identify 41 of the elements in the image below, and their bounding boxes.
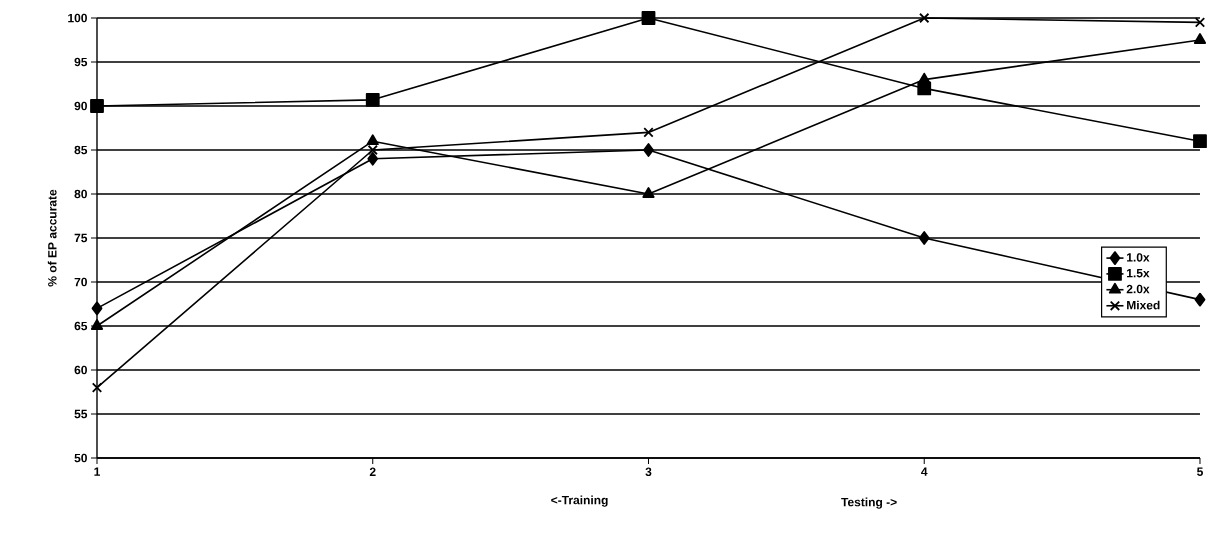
x-tick-label: 4 — [921, 467, 928, 476]
point — [642, 187, 655, 198]
text: Testing -> — [841, 497, 897, 509]
x-tick-label: 1 — [94, 467, 100, 476]
y-tick-label: 95 — [74, 57, 88, 67]
point — [643, 127, 654, 138]
legend-label: 1.0x — [1127, 253, 1150, 262]
point — [918, 231, 930, 245]
point — [90, 99, 104, 113]
point — [91, 382, 103, 393]
point — [91, 301, 103, 316]
point — [641, 11, 656, 25]
point — [1193, 134, 1207, 149]
y-tick-label: 60 — [74, 365, 87, 375]
point — [1194, 17, 1206, 28]
y-tick-label: 50 — [74, 453, 87, 463]
x-tick-label: 5 — [1197, 467, 1203, 476]
y-tick-label: 90 — [74, 101, 87, 111]
y-tick-label: 70 — [74, 277, 87, 287]
point — [1193, 33, 1207, 44]
point — [919, 12, 930, 24]
y-tick-label: 55 — [74, 409, 88, 419]
legend-label: 2.0x — [1126, 284, 1150, 294]
point — [367, 151, 379, 166]
x-axis-title: <-Training — [551, 495, 608, 507]
point — [1194, 292, 1206, 307]
point — [643, 143, 654, 157]
x-tick-label: 2 — [369, 467, 376, 476]
point — [365, 92, 380, 107]
x-tick-label: 3 — [645, 467, 652, 477]
point — [366, 134, 379, 146]
y-tick-label: 75 — [74, 233, 88, 243]
point — [90, 319, 104, 330]
y-axis-title: % of EP accurate — [47, 189, 57, 287]
legend-label: 1.5x — [1127, 269, 1150, 278]
legend-label: Mixed — [1127, 300, 1160, 310]
y-tick-label: 100 — [68, 13, 87, 23]
y-tick-label: 80 — [74, 189, 87, 199]
y-tick-label: 65 — [74, 321, 88, 331]
y-tick-label: 85 — [74, 145, 88, 155]
point — [367, 144, 378, 156]
